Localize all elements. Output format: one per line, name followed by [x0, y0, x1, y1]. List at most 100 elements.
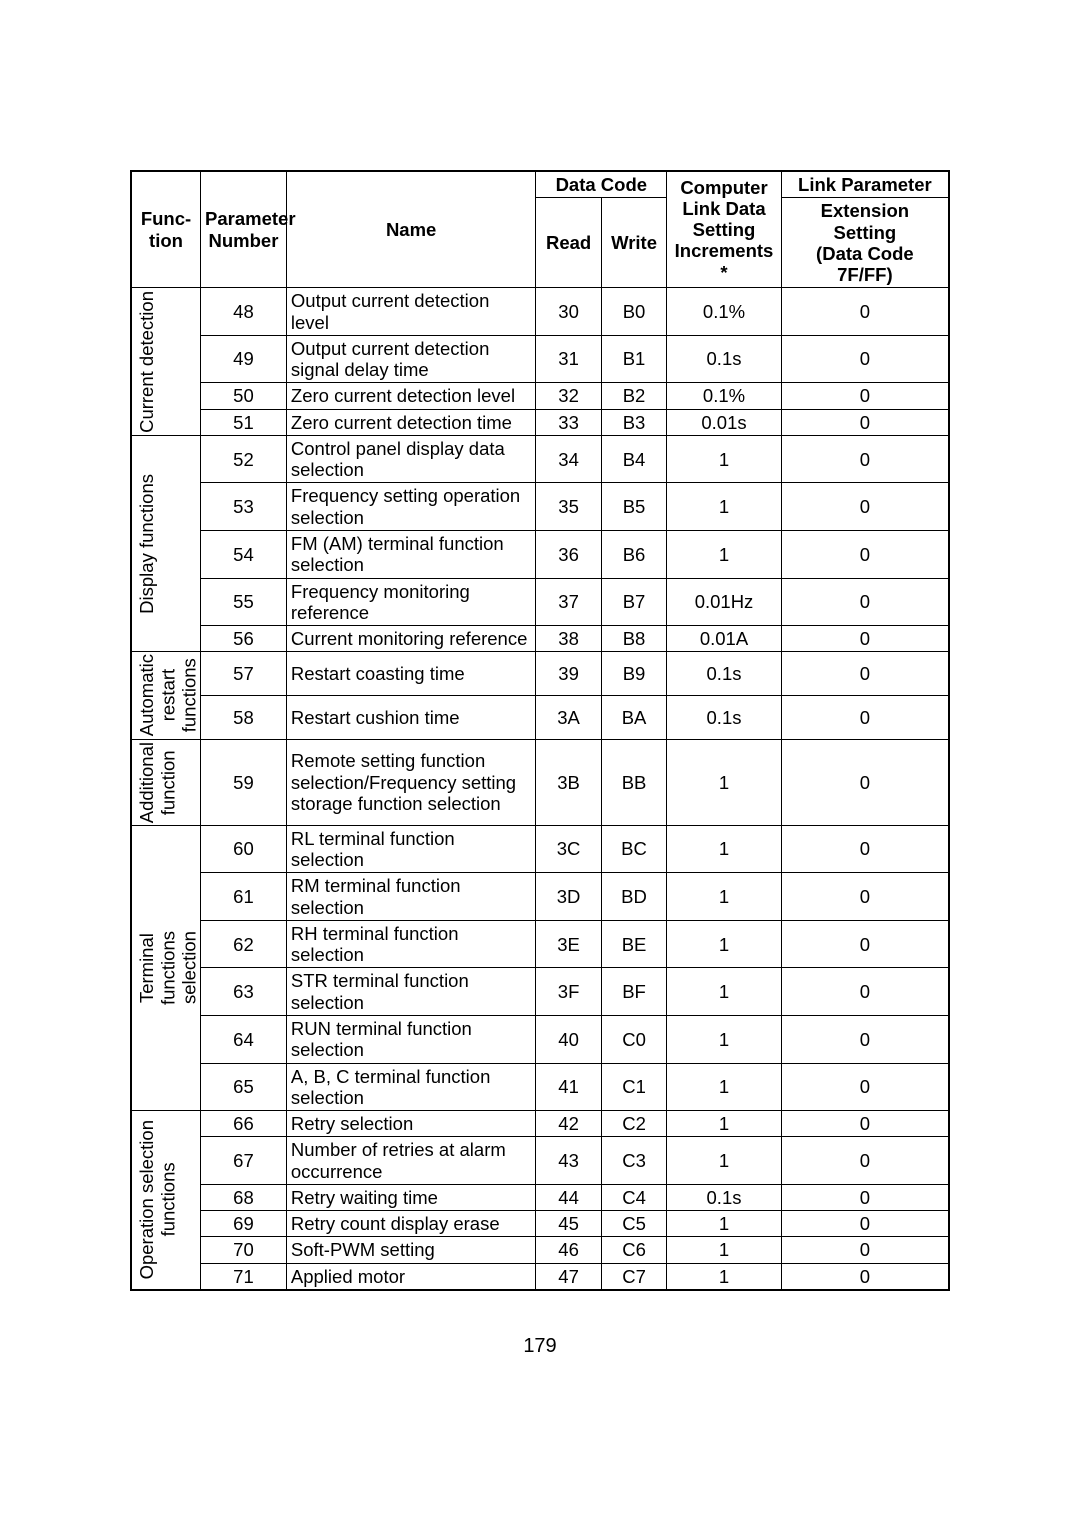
cell-name: RL terminal function selection [286, 825, 535, 873]
cell-increment: 0.1s [667, 1184, 782, 1210]
cell-increment: 1 [667, 739, 782, 825]
cell-name: Current monitoring reference [286, 626, 535, 652]
cell-write: B6 [601, 530, 666, 578]
cell-parameter-number: 52 [201, 435, 287, 483]
cell-increment: 1 [667, 1015, 782, 1063]
cell-extension: 0 [781, 483, 949, 531]
cell-increment: 1 [667, 435, 782, 483]
table-body: Current detection48Output current detect… [131, 288, 949, 1290]
cell-name: Retry count display erase [286, 1211, 535, 1237]
table-row: 70Soft-PWM setting46C610 [131, 1237, 949, 1263]
function-group-label: Current detection [131, 288, 201, 436]
cell-write: B2 [601, 383, 666, 409]
table-row: 55Frequency monitoring reference37B70.01… [131, 578, 949, 626]
cell-name: Restart cushion time [286, 695, 535, 739]
cell-read: 45 [536, 1211, 601, 1237]
table-row: 67Number of retries at alarm occurrence4… [131, 1137, 949, 1185]
cell-name: Number of retries at alarm occurrence [286, 1137, 535, 1185]
cell-write: C3 [601, 1137, 666, 1185]
cell-name: Remote setting function selection/Freque… [286, 739, 535, 825]
cell-name: Output current detection level [286, 288, 535, 336]
function-group-label: Automaticrestartfunctions [131, 652, 201, 739]
cell-extension: 0 [781, 1184, 949, 1210]
cell-increment: 1 [667, 1137, 782, 1185]
cell-parameter-number: 59 [201, 739, 287, 825]
cell-increment: 1 [667, 1211, 782, 1237]
cell-read: 3B [536, 739, 601, 825]
cell-increment: 1 [667, 483, 782, 531]
cell-parameter-number: 58 [201, 695, 287, 739]
cell-read: 30 [536, 288, 601, 336]
cell-extension: 0 [781, 409, 949, 435]
cell-write: BE [601, 920, 666, 968]
cell-write: C7 [601, 1263, 666, 1290]
cell-write: BF [601, 968, 666, 1016]
cell-write: B0 [601, 288, 666, 336]
cell-parameter-number: 55 [201, 578, 287, 626]
table-row: 49Output current detection signal delay … [131, 335, 949, 383]
cell-increment: 1 [667, 920, 782, 968]
cell-parameter-number: 71 [201, 1263, 287, 1290]
cell-extension: 0 [781, 1015, 949, 1063]
cell-write: C0 [601, 1015, 666, 1063]
cell-read: 37 [536, 578, 601, 626]
table-row: Display functions52Control panel display… [131, 435, 949, 483]
cell-increment: 0.1s [667, 695, 782, 739]
cell-extension: 0 [781, 626, 949, 652]
cell-extension: 0 [781, 335, 949, 383]
table-row: 51Zero current detection time33B30.01s0 [131, 409, 949, 435]
cell-increment: 0.1% [667, 288, 782, 336]
cell-increment: 0.1s [667, 652, 782, 696]
table-row: 64RUN terminal function selection40C010 [131, 1015, 949, 1063]
cell-parameter-number: 67 [201, 1137, 287, 1185]
cell-name: Zero current detection time [286, 409, 535, 435]
cell-extension: 0 [781, 1211, 949, 1237]
header-write: Write [601, 198, 666, 288]
table-row: 63STR terminal function selection3FBF10 [131, 968, 949, 1016]
cell-read: 32 [536, 383, 601, 409]
cell-name: Retry waiting time [286, 1184, 535, 1210]
cell-increment: 0.01A [667, 626, 782, 652]
cell-extension: 0 [781, 968, 949, 1016]
cell-read: 39 [536, 652, 601, 696]
cell-parameter-number: 65 [201, 1063, 287, 1111]
table-row: 53Frequency setting operation selection3… [131, 483, 949, 531]
cell-write: B8 [601, 626, 666, 652]
cell-increment: 0.01s [667, 409, 782, 435]
cell-name: STR terminal function selection [286, 968, 535, 1016]
cell-write: B1 [601, 335, 666, 383]
cell-parameter-number: 66 [201, 1111, 287, 1137]
cell-increment: 1 [667, 1263, 782, 1290]
cell-write: B4 [601, 435, 666, 483]
cell-extension: 0 [781, 1263, 949, 1290]
cell-extension: 0 [781, 383, 949, 409]
cell-read: 42 [536, 1111, 601, 1137]
cell-name: Control panel display data selection [286, 435, 535, 483]
cell-parameter-number: 51 [201, 409, 287, 435]
cell-extension: 0 [781, 435, 949, 483]
cell-write: C1 [601, 1063, 666, 1111]
cell-extension: 0 [781, 652, 949, 696]
table-row: Current detection48Output current detect… [131, 288, 949, 336]
table-row: 56Current monitoring reference38B80.01A0 [131, 626, 949, 652]
cell-name: Applied motor [286, 1263, 535, 1290]
cell-name: Frequency monitoring reference [286, 578, 535, 626]
table-row: Additionalfunction59Remote setting funct… [131, 739, 949, 825]
cell-increment: 1 [667, 1063, 782, 1111]
table-row: 58Restart cushion time3ABA0.1s0 [131, 695, 949, 739]
header-parameter-number: ParameterNumber [201, 171, 287, 288]
cell-read: 36 [536, 530, 601, 578]
header-read: Read [536, 198, 601, 288]
table-row: Terminalfunctionsselection60RL terminal … [131, 825, 949, 873]
cell-read: 38 [536, 626, 601, 652]
cell-read: 3F [536, 968, 601, 1016]
cell-write: BA [601, 695, 666, 739]
header-name: Name [286, 171, 535, 288]
cell-parameter-number: 60 [201, 825, 287, 873]
cell-name: Soft-PWM setting [286, 1237, 535, 1263]
cell-name: Restart coasting time [286, 652, 535, 696]
cell-name: A, B, C terminal function selection [286, 1063, 535, 1111]
cell-read: 3D [536, 873, 601, 921]
table-row: 62RH terminal function selection3EBE10 [131, 920, 949, 968]
cell-read: 31 [536, 335, 601, 383]
